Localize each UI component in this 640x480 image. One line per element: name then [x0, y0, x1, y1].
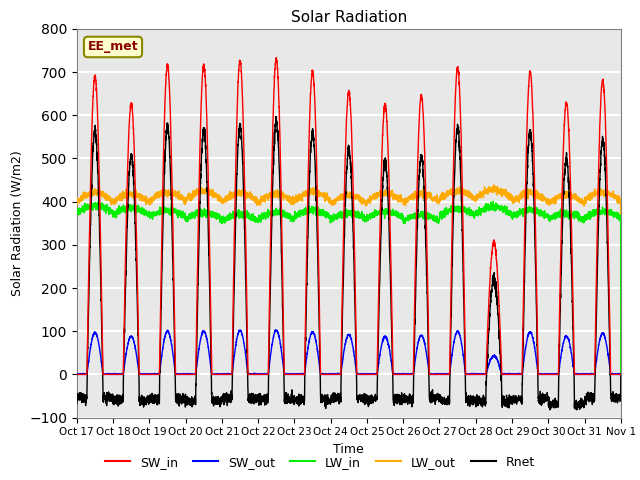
SW_out: [271, 327, 279, 333]
SW_in: [471, 372, 479, 377]
Rnet: [573, 407, 580, 413]
LW_out: [73, 201, 81, 207]
LW_out: [617, 372, 625, 377]
SW_in: [329, 372, 337, 377]
SW_in: [617, 372, 625, 377]
SW_out: [616, 371, 624, 377]
LW_out: [490, 182, 498, 188]
X-axis label: Time: Time: [333, 443, 364, 456]
SW_in: [273, 55, 280, 60]
SW_out: [502, 371, 509, 377]
SW_out: [617, 372, 625, 377]
Rnet: [273, 114, 280, 120]
SW_out: [73, 372, 81, 377]
LW_in: [328, 217, 336, 223]
SW_out: [441, 372, 449, 377]
Title: Solar Radiation: Solar Radiation: [291, 10, 407, 25]
Legend: SW_in, SW_out, LW_in, LW_out, Rnet: SW_in, SW_out, LW_in, LW_out, Rnet: [100, 451, 540, 474]
SW_in: [616, 372, 624, 377]
LW_out: [440, 191, 448, 197]
LW_out: [616, 201, 624, 206]
LW_in: [616, 212, 624, 218]
LW_out: [328, 200, 336, 205]
Y-axis label: Solar Radiation (W/m2): Solar Radiation (W/m2): [10, 150, 24, 296]
LW_in: [471, 210, 479, 216]
Rnet: [616, 395, 624, 400]
Rnet: [73, 401, 81, 407]
SW_out: [471, 371, 479, 376]
Rnet: [329, 391, 337, 397]
Rnet: [502, 399, 509, 405]
Line: LW_in: LW_in: [77, 201, 621, 374]
LW_out: [471, 197, 479, 203]
Text: EE_met: EE_met: [88, 40, 138, 53]
Line: SW_out: SW_out: [77, 330, 621, 374]
Line: LW_out: LW_out: [77, 185, 621, 374]
LW_in: [617, 372, 625, 377]
LW_in: [171, 206, 179, 212]
SW_out: [171, 364, 179, 370]
SW_in: [73, 372, 81, 377]
LW_in: [73, 211, 81, 216]
Line: Rnet: Rnet: [77, 117, 621, 410]
SW_out: [329, 372, 337, 377]
Rnet: [171, 342, 179, 348]
Rnet: [471, 398, 479, 404]
LW_in: [440, 211, 448, 217]
Line: SW_in: SW_in: [77, 58, 621, 374]
LW_in: [502, 207, 509, 213]
Rnet: [617, 372, 625, 377]
SW_in: [171, 317, 179, 323]
LW_in: [490, 198, 497, 204]
LW_out: [502, 192, 509, 198]
LW_out: [171, 189, 179, 195]
SW_in: [441, 372, 449, 377]
Rnet: [441, 402, 449, 408]
SW_in: [502, 372, 509, 377]
